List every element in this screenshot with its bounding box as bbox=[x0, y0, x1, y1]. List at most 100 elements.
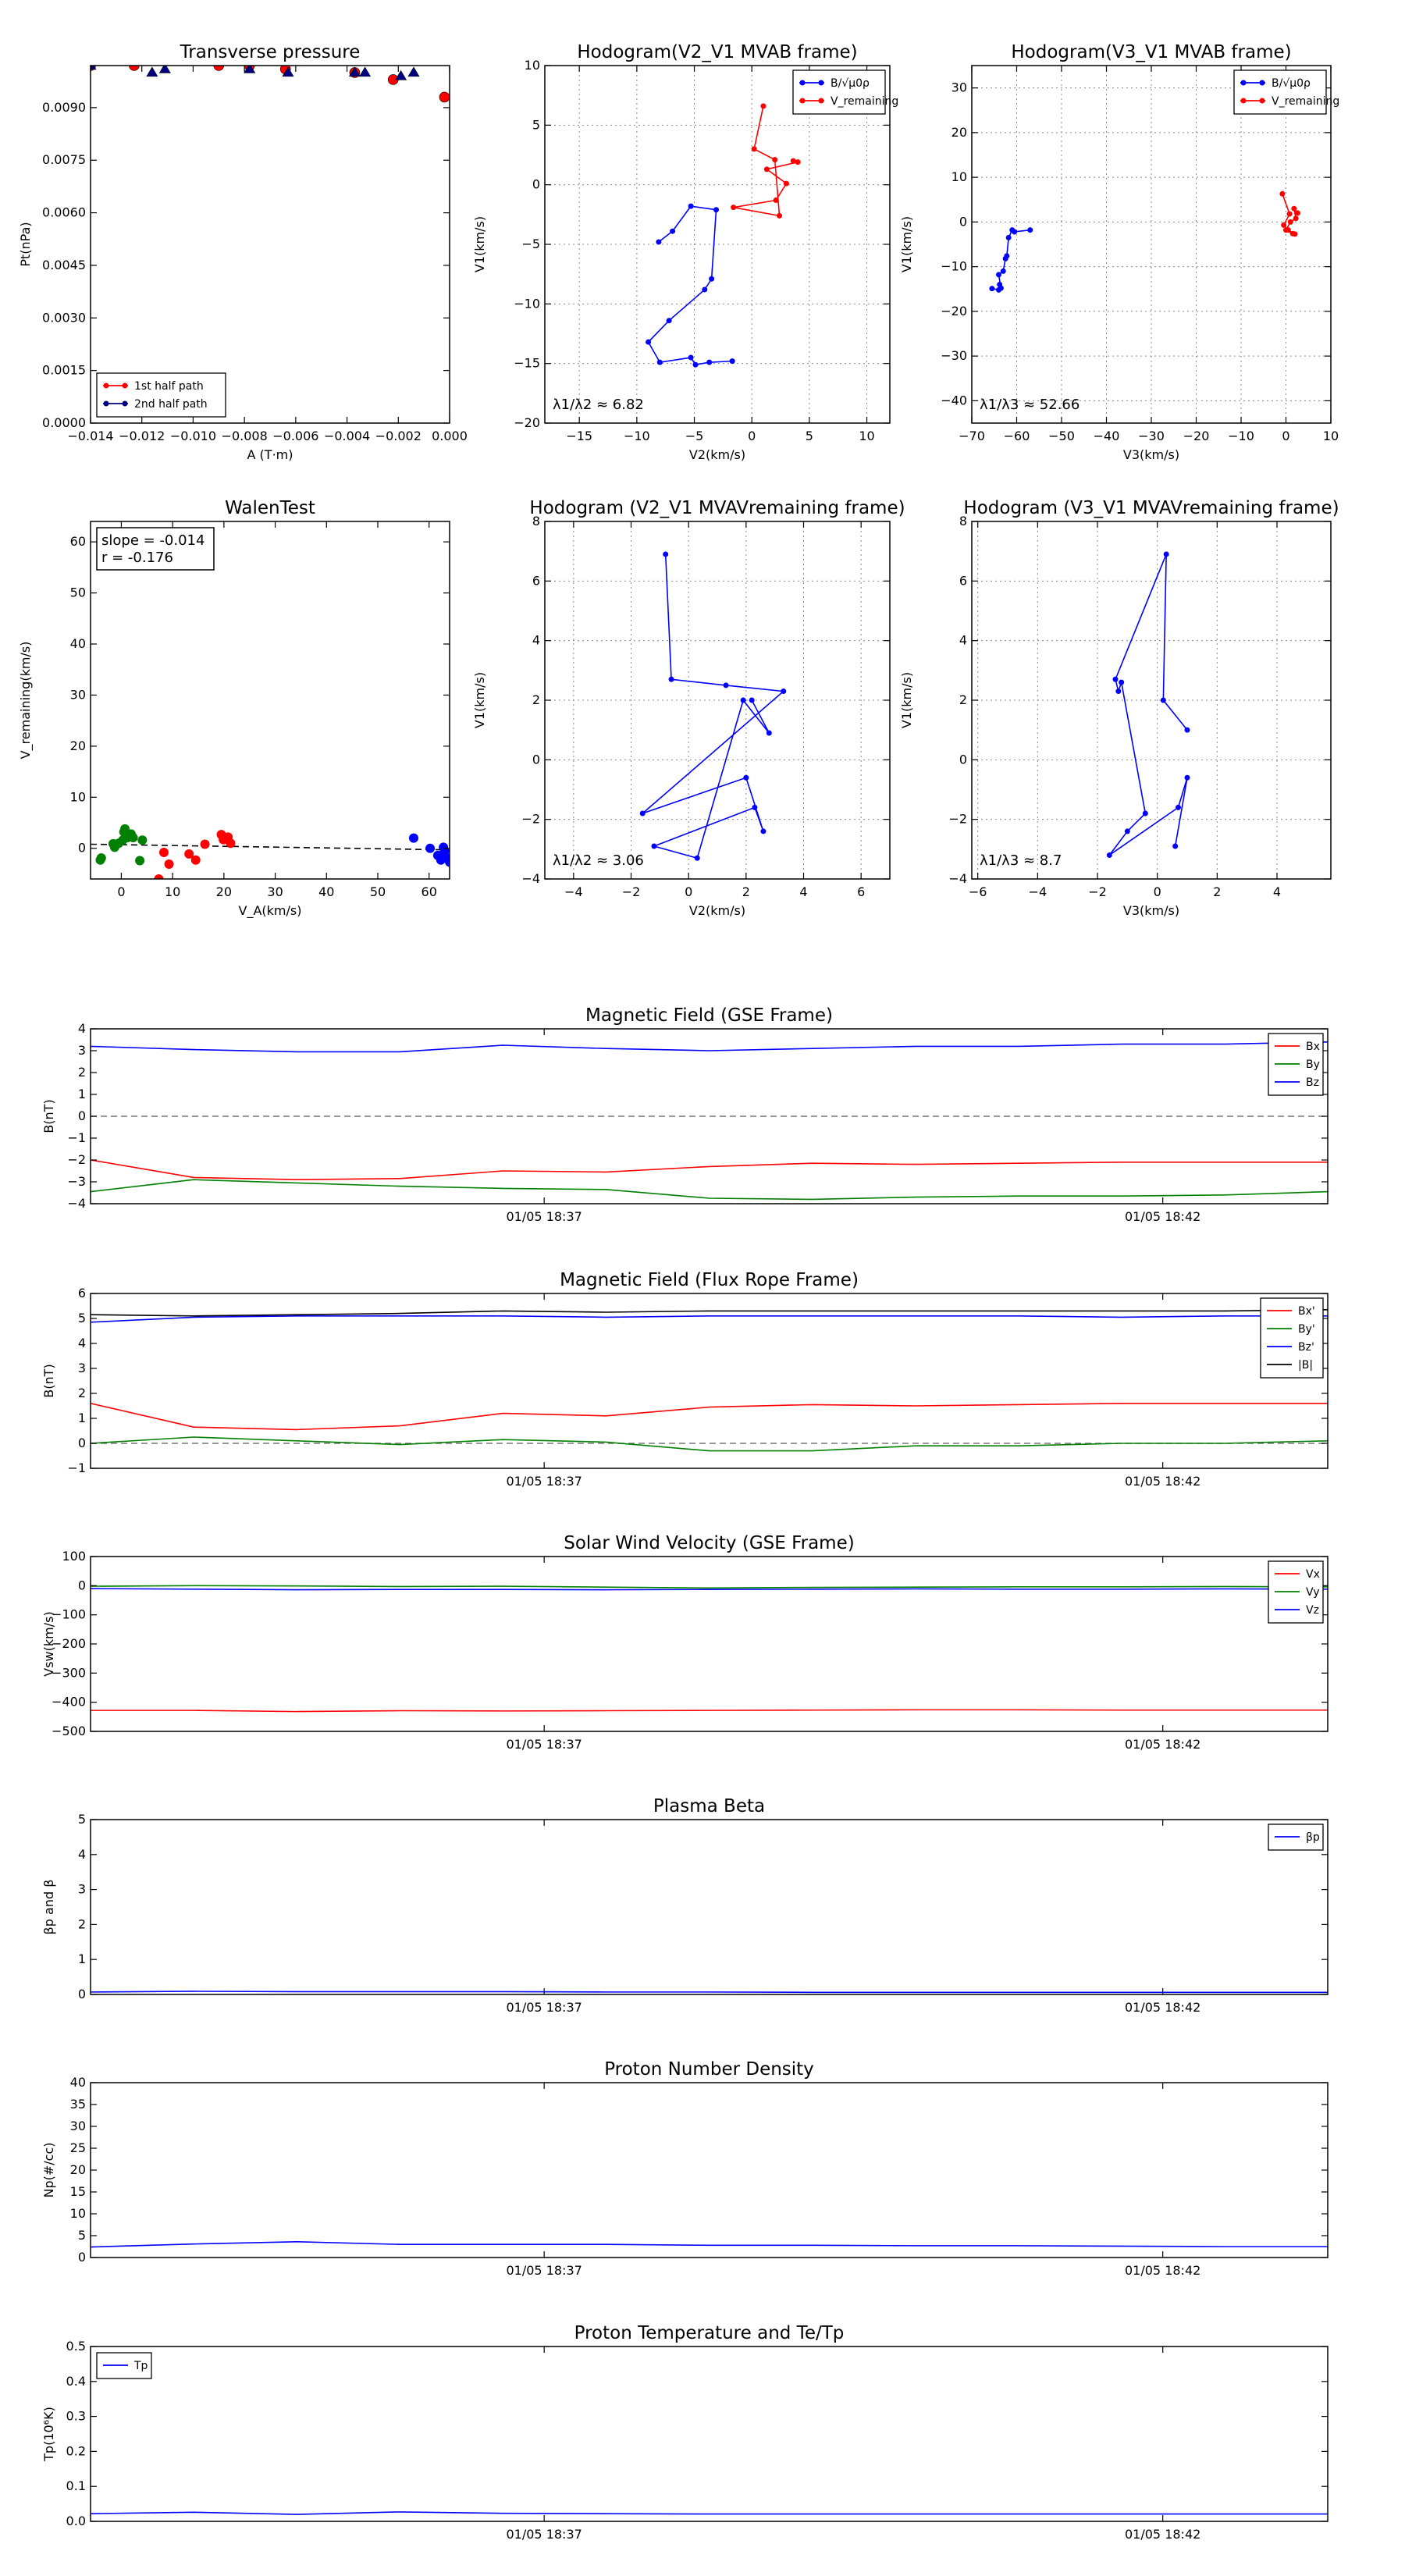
data-point bbox=[763, 166, 770, 173]
data-point bbox=[1004, 253, 1010, 259]
data-point bbox=[158, 847, 169, 857]
series-line bbox=[91, 2511, 1328, 2515]
x-tick-label: 4 bbox=[799, 884, 807, 899]
y-tick-label: 4 bbox=[78, 1847, 86, 1862]
y-tick-label: 30 bbox=[951, 80, 967, 95]
x-tick-label: 01/05 18:42 bbox=[1125, 1474, 1200, 1489]
x-tick-label: 01/05 18:42 bbox=[1125, 2000, 1200, 2015]
data-point bbox=[395, 69, 407, 80]
x-tick-label: 6 bbox=[857, 884, 865, 899]
data-point bbox=[1286, 211, 1293, 217]
series-line bbox=[642, 553, 785, 859]
y-tick-label: −100 bbox=[52, 1607, 86, 1622]
y-axis-label: V1(km/s) bbox=[472, 672, 487, 728]
x-tick-label: −60 bbox=[1004, 429, 1030, 443]
chart-bgse: 01/05 18:37 01/05 18:42 −4 −3 −2 −1 0 1 2 3 4 Magne… bbox=[41, 1005, 1329, 1224]
series-By bbox=[91, 1179, 1328, 1201]
y-tick-label: 100 bbox=[62, 1549, 86, 1564]
data-point bbox=[670, 228, 676, 234]
y-tick-label: 5 bbox=[78, 1812, 86, 1827]
y-tick-label: 5 bbox=[78, 2228, 86, 2243]
y-tick-label: 5 bbox=[78, 1311, 86, 1325]
x-tick-label: 10 bbox=[165, 884, 180, 899]
y-tick-label: 0 bbox=[532, 752, 540, 767]
data-point bbox=[128, 833, 138, 843]
data-point bbox=[1005, 234, 1012, 240]
x-tick-label: 2 bbox=[1213, 884, 1221, 899]
data-point bbox=[781, 688, 787, 695]
data-point bbox=[164, 859, 174, 870]
annotation-text: λ1/λ2 ≈ 6.82 bbox=[553, 397, 644, 413]
x-axis-label: V2(km/s) bbox=[689, 903, 745, 918]
data-point bbox=[656, 359, 663, 365]
x-tick-label: 0 bbox=[1282, 429, 1289, 443]
y-tick-label: 5 bbox=[532, 117, 540, 132]
data-point bbox=[1124, 828, 1130, 834]
data-point bbox=[407, 66, 420, 77]
series-|B| bbox=[91, 1309, 1328, 1317]
legend-label: V_remaining bbox=[1272, 95, 1339, 108]
data-point bbox=[706, 359, 713, 365]
chart-bfr: 01/05 18:37 01/05 18:42 −1 0 1 2 3 4 5 6 Magnetic … bbox=[41, 1270, 1329, 1489]
x-axis-label: V3(km/s) bbox=[1123, 903, 1179, 918]
x-tick-label: −15 bbox=[566, 429, 592, 443]
data-point bbox=[1000, 268, 1006, 274]
x-tick-label: 50 bbox=[370, 884, 386, 899]
series-2 bbox=[409, 833, 450, 867]
data-point bbox=[651, 843, 657, 849]
y-tick-label: 40 bbox=[70, 636, 86, 651]
y-tick-label: 60 bbox=[70, 534, 86, 549]
y-tick-label: 4 bbox=[78, 1021, 86, 1036]
x-tick-label: 01/05 18:37 bbox=[507, 2263, 582, 2278]
x-tick-label: 0 bbox=[748, 429, 756, 443]
y-axis-label: Np(#/cc) bbox=[41, 2143, 56, 2198]
y-tick-label: −2 bbox=[521, 812, 540, 827]
x-axis-label: A (T·m) bbox=[247, 447, 293, 462]
plot-frame bbox=[90, 2082, 1329, 2258]
x-axis-label: V_A(km/s) bbox=[239, 903, 302, 919]
data-point bbox=[129, 66, 140, 71]
data-point bbox=[1142, 810, 1148, 817]
y-tick-label: 0.0045 bbox=[42, 258, 86, 272]
y-tick-label: −4 bbox=[521, 871, 540, 886]
data-point bbox=[1184, 727, 1190, 733]
y-tick-label: −400 bbox=[52, 1695, 86, 1710]
y-tick-label: 0.5 bbox=[66, 2339, 86, 2354]
data-point bbox=[709, 276, 715, 282]
data-point bbox=[282, 66, 294, 77]
y-tick-label: 20 bbox=[70, 2162, 86, 2177]
data-point bbox=[1291, 205, 1297, 212]
y-tick-label: 0 bbox=[959, 214, 967, 229]
data-point bbox=[91, 66, 97, 70]
x-tick-label: −2 bbox=[1088, 884, 1107, 899]
data-point bbox=[96, 853, 106, 863]
data-point bbox=[713, 207, 720, 213]
y-tick-label: 20 bbox=[951, 125, 967, 140]
legend-label: βp bbox=[1306, 1831, 1320, 1844]
y-tick-label: 2 bbox=[959, 692, 967, 707]
y-tick-label: 0.3 bbox=[66, 2409, 86, 2424]
y-axis-label: Tp(10⁶K) bbox=[41, 2407, 56, 2462]
x-tick-label: 01/05 18:42 bbox=[1125, 1209, 1200, 1224]
legend-label: Vz bbox=[1306, 1604, 1319, 1617]
series-0 bbox=[91, 2241, 1328, 2248]
data-point bbox=[359, 66, 372, 77]
y-tick-label: 0.1 bbox=[66, 2478, 86, 2493]
chart-title: Proton Number Density bbox=[604, 2059, 814, 2080]
data-point bbox=[639, 810, 646, 817]
y-tick-label: 2 bbox=[78, 1916, 86, 1931]
data-point bbox=[760, 828, 767, 834]
x-tick-label: 01/05 18:37 bbox=[507, 1474, 582, 1489]
y-tick-label: 0.0 bbox=[66, 2514, 86, 2528]
series-line bbox=[1108, 553, 1188, 856]
annotation-text: λ1/λ3 ≈ 8.7 bbox=[980, 852, 1062, 869]
data-point bbox=[1293, 215, 1299, 222]
legend-label: V_remaining bbox=[831, 95, 898, 108]
chart-title: Transverse pressure bbox=[180, 42, 361, 62]
x-tick-label: −30 bbox=[1138, 429, 1165, 443]
data-point bbox=[1115, 688, 1122, 695]
series-line bbox=[733, 105, 799, 217]
data-point bbox=[1119, 679, 1125, 685]
data-point bbox=[790, 158, 796, 164]
legend-label: Bz' bbox=[1298, 1341, 1314, 1354]
